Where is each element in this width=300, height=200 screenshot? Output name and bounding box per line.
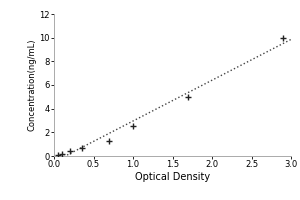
X-axis label: Optical Density: Optical Density — [135, 172, 210, 182]
Y-axis label: Concentration(ng/mL): Concentration(ng/mL) — [28, 39, 37, 131]
